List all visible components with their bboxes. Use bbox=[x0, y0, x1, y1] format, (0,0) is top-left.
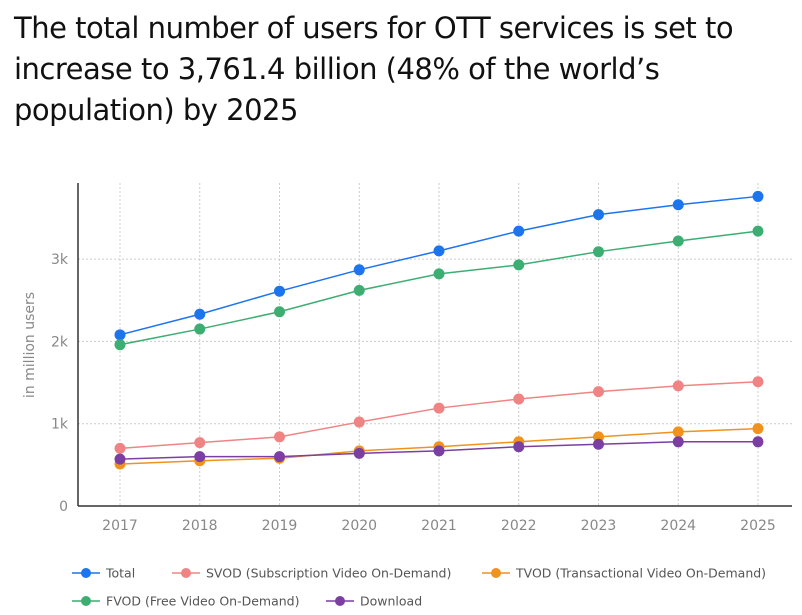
data-point bbox=[513, 225, 525, 237]
data-point bbox=[194, 451, 206, 463]
data-point bbox=[274, 306, 285, 318]
data-point bbox=[353, 264, 365, 276]
data-point bbox=[114, 453, 126, 465]
data-point bbox=[672, 380, 684, 392]
data-point bbox=[672, 436, 684, 448]
data-point bbox=[513, 441, 525, 453]
data-point bbox=[274, 285, 285, 297]
data-point bbox=[433, 402, 445, 414]
y-tick-label: 0 bbox=[59, 499, 68, 515]
data-point bbox=[274, 431, 285, 443]
legend-label: SVOD (Subscription Video On-Demand) bbox=[206, 566, 451, 581]
data-point bbox=[114, 329, 126, 341]
data-point bbox=[114, 339, 126, 351]
x-tick-label: 2017 bbox=[102, 518, 138, 534]
data-point bbox=[752, 423, 764, 435]
legend-label: FVOD (Free Video On-Demand) bbox=[106, 594, 300, 609]
data-point bbox=[194, 308, 206, 320]
legend-label: TVOD (Transactional Video On-Demand) bbox=[515, 566, 766, 581]
legend-marker bbox=[335, 596, 345, 606]
data-point bbox=[593, 209, 604, 221]
data-point bbox=[433, 268, 445, 280]
y-tick-label: 1k bbox=[51, 417, 69, 433]
legend-label: Total bbox=[105, 566, 135, 581]
x-tick-label: 2019 bbox=[262, 518, 298, 534]
data-point bbox=[752, 376, 764, 388]
data-point bbox=[593, 386, 604, 398]
data-point bbox=[114, 442, 126, 454]
y-axis-label: in million users bbox=[22, 292, 38, 398]
legend-marker bbox=[81, 568, 91, 578]
data-point bbox=[274, 451, 285, 463]
data-point bbox=[672, 426, 684, 438]
data-point bbox=[353, 447, 365, 459]
data-point bbox=[593, 438, 604, 450]
x-tick-label: 2025 bbox=[740, 518, 776, 534]
x-tick-label: 2024 bbox=[660, 518, 696, 534]
series-line bbox=[119, 195, 759, 336]
legend-marker bbox=[491, 568, 501, 578]
data-point bbox=[752, 190, 764, 202]
x-tick-label: 2021 bbox=[421, 518, 457, 534]
data-point bbox=[672, 235, 684, 247]
legend-marker bbox=[181, 568, 191, 578]
x-tick-label: 2020 bbox=[341, 518, 377, 534]
chart-title: The total number of users for OTT servic… bbox=[14, 11, 734, 127]
data-point bbox=[353, 284, 365, 296]
data-point bbox=[194, 437, 206, 449]
x-tick-label: 2018 bbox=[182, 518, 218, 534]
data-point bbox=[433, 245, 445, 257]
data-point bbox=[752, 225, 764, 237]
data-point bbox=[513, 259, 525, 271]
data-point bbox=[433, 445, 445, 457]
x-tick-label: 2022 bbox=[501, 518, 537, 534]
data-point bbox=[672, 199, 684, 211]
data-point bbox=[593, 246, 604, 258]
data-point bbox=[752, 436, 764, 448]
data-point bbox=[194, 323, 206, 335]
y-tick-label: 2k bbox=[51, 334, 69, 350]
x-tick-label: 2023 bbox=[581, 518, 617, 534]
y-tick-label: 3k bbox=[51, 252, 69, 268]
data-point bbox=[513, 393, 525, 405]
legend-marker bbox=[81, 596, 91, 606]
data-point bbox=[353, 416, 365, 428]
legend-label: Download bbox=[360, 594, 422, 609]
